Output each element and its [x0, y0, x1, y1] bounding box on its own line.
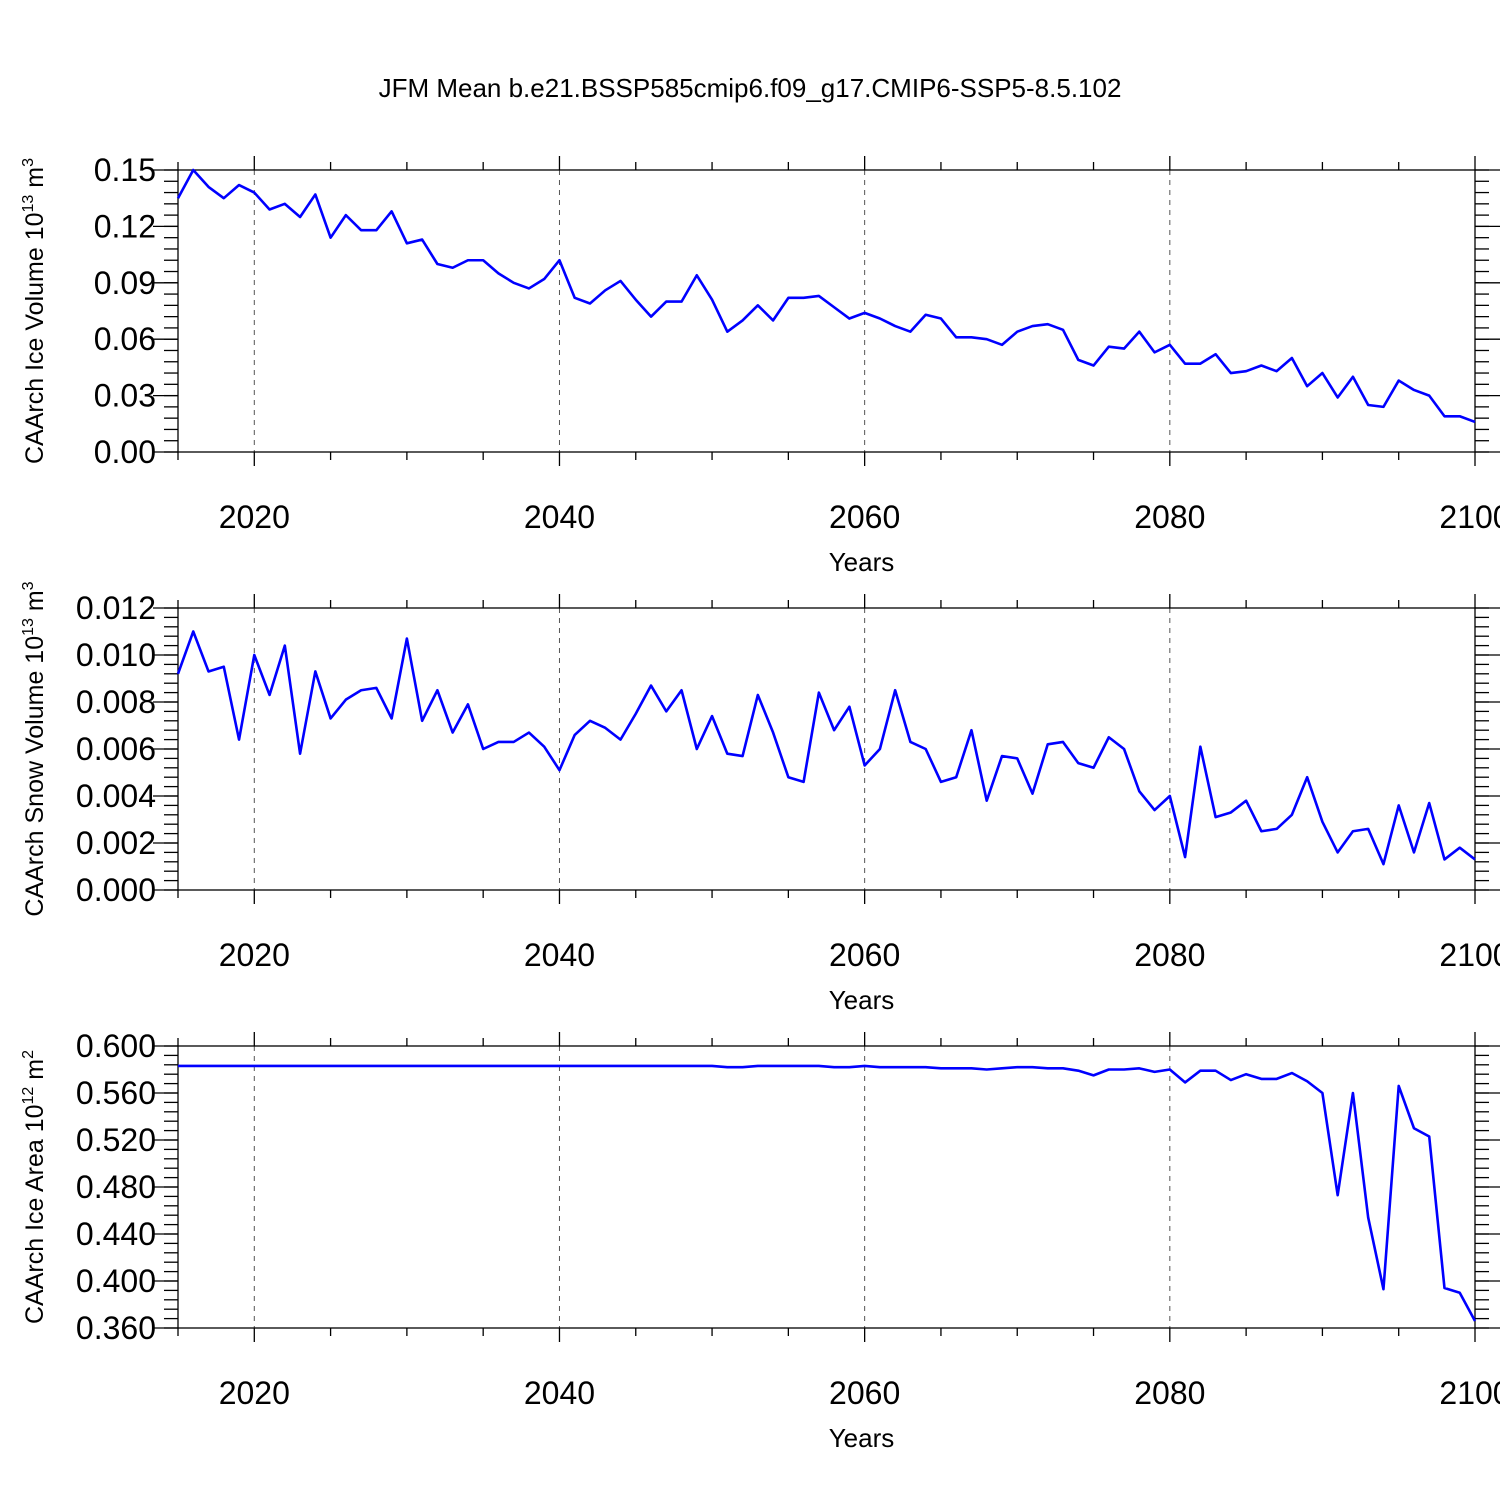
y-tick-label: 0.000 [76, 872, 156, 908]
y-tick-label: 0.06 [94, 321, 156, 357]
y-tick-label: 0.09 [94, 265, 156, 301]
x-tick-label: 2080 [1134, 937, 1205, 973]
x-axis-title: Years [829, 547, 895, 577]
panel-1: 0.00 0.03 0.06 0.09 0.12 0.15 2020 2040 2060 2080… [20, 152, 1500, 577]
y-axis-title-unit: m [21, 590, 49, 618]
x-tick-label: 2040 [524, 937, 595, 973]
y-axis-title: CAArch Snow Volume 1013 m3 [20, 581, 49, 916]
y-tick-label: 0.002 [76, 825, 156, 861]
y-tick-label: 0.520 [76, 1122, 156, 1158]
y-tick-label: 0.480 [76, 1169, 156, 1205]
x-axis-title: Years [829, 985, 895, 1015]
x-tick-label: 2100 [1439, 499, 1500, 535]
y-axis-title-unit-sup: 3 [20, 581, 37, 590]
y-axis-title-text: CAArch Ice Volume 10 [21, 212, 49, 464]
x-tick-label: 2020 [219, 1375, 290, 1411]
y-axis-title: CAArch Ice Area 1012 m2 [20, 1050, 49, 1324]
y-axis-title-text: CAArch Ice Area 10 [21, 1104, 49, 1324]
y-tick-label: 0.360 [76, 1310, 156, 1346]
x-tick-label: 2020 [219, 499, 290, 535]
y-axis-title-unit: m [21, 1059, 49, 1087]
plot-frame [177, 169, 1476, 453]
x-tick-label: 2020 [219, 937, 290, 973]
y-tick-label: 0.008 [76, 684, 156, 720]
panel-3: 0.360 0.400 0.440 0.480 0.520 0.560 0.600 2020 2… [20, 1028, 1500, 1453]
y-tick-label: 0.12 [94, 208, 156, 244]
y-tick-label: 0.600 [76, 1028, 156, 1064]
x-axis-title: Years [829, 1423, 895, 1453]
series-line-2 [176, 630, 1476, 866]
y-tick-label: 0.00 [94, 434, 156, 470]
x-tick-label: 2040 [524, 1375, 595, 1411]
plot-frame [177, 1045, 1476, 1329]
x-tick-label: 2060 [829, 937, 900, 973]
y-axis-title-unit-sup: 2 [20, 1050, 37, 1059]
y-tick-label: 0.440 [76, 1216, 156, 1252]
y-tick-label: 0.15 [94, 152, 156, 188]
y-axis-title-sup: 12 [20, 1087, 37, 1105]
x-tick-label: 2080 [1134, 1375, 1205, 1411]
x-tick-label: 2100 [1439, 1375, 1500, 1411]
y-axis-title-sup: 13 [20, 195, 37, 213]
series-line-3 [178, 1064, 1477, 1322]
y-tick-label: 0.006 [76, 731, 156, 767]
y-axis-title-text: CAArch Snow Volume 10 [21, 636, 49, 917]
x-tick-label: 2040 [524, 499, 595, 535]
y-tick-label: 0.010 [76, 637, 156, 673]
x-tick-label: 2100 [1439, 937, 1500, 973]
x-tick-label: 2080 [1134, 499, 1205, 535]
x-tick-label: 2060 [829, 499, 900, 535]
panel-2: 0.000 0.002 0.004 0.006 0.008 0.010 0.012 2020 2… [20, 581, 1500, 1015]
y-tick-label: 0.03 [94, 378, 156, 414]
y-tick-label: 0.012 [76, 590, 156, 626]
y-axis-title-sup: 13 [20, 618, 37, 636]
series-line-1 [176, 168, 1476, 424]
figure-title: JFM Mean b.e21.BSSP585cmip6.f09_g17.CMIP… [379, 73, 1122, 103]
y-axis-title: CAArch Ice Volume 1013 m3 [20, 158, 49, 464]
y-tick-label: 0.004 [76, 778, 156, 814]
y-axis-title-unit-sup: 3 [20, 158, 37, 167]
y-tick-label: 0.560 [76, 1075, 156, 1111]
y-tick-label: 0.400 [76, 1263, 156, 1299]
y-axis-title-unit: m [21, 167, 49, 195]
x-tick-label: 2060 [829, 1375, 900, 1411]
plot-frame [177, 607, 1476, 891]
